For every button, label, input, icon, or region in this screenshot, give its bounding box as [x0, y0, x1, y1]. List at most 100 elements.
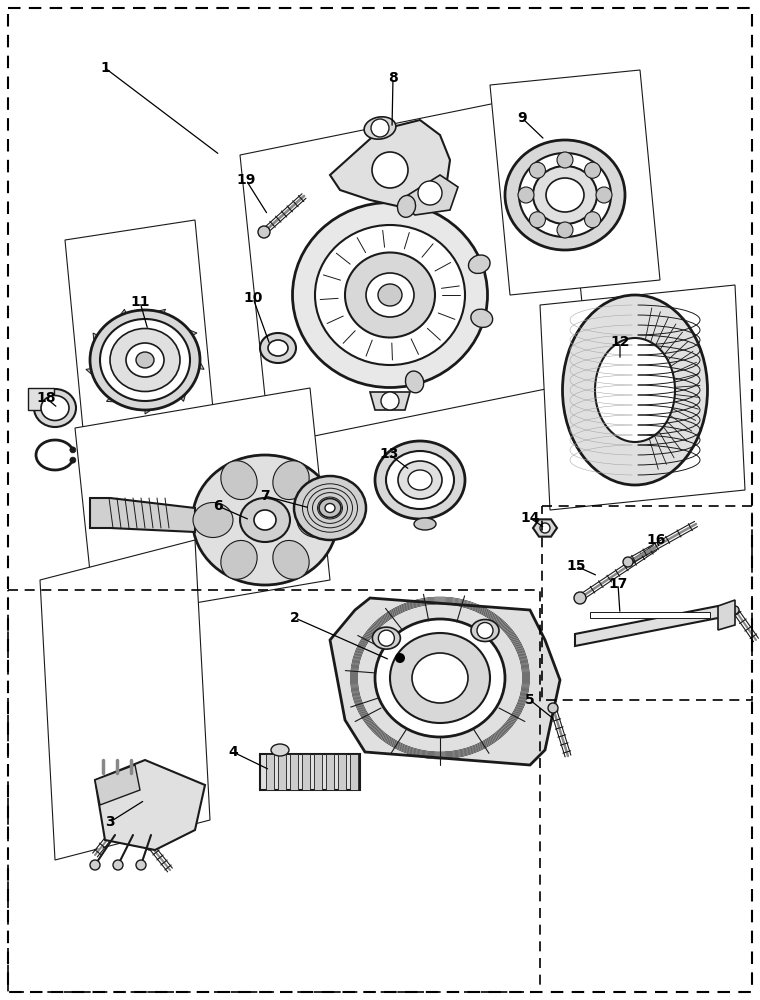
Polygon shape — [65, 220, 215, 450]
Bar — [350, 754, 358, 790]
Ellipse shape — [90, 310, 200, 410]
Ellipse shape — [364, 117, 396, 139]
Ellipse shape — [100, 319, 190, 401]
Circle shape — [518, 187, 534, 203]
Polygon shape — [163, 374, 188, 401]
Ellipse shape — [136, 352, 154, 368]
Text: 6: 6 — [214, 499, 223, 513]
Circle shape — [530, 212, 546, 228]
Circle shape — [70, 457, 76, 463]
Bar — [590, 612, 710, 618]
Ellipse shape — [221, 540, 257, 579]
Polygon shape — [330, 598, 560, 765]
Ellipse shape — [193, 502, 233, 538]
Polygon shape — [165, 327, 197, 348]
Ellipse shape — [192, 455, 337, 585]
Ellipse shape — [412, 653, 468, 703]
Ellipse shape — [375, 441, 465, 519]
Ellipse shape — [315, 225, 465, 365]
Bar — [8, 590, 540, 992]
Ellipse shape — [398, 461, 442, 499]
Circle shape — [548, 703, 558, 713]
Polygon shape — [90, 498, 195, 532]
Text: 16: 16 — [646, 533, 666, 547]
Circle shape — [90, 860, 100, 870]
Polygon shape — [106, 379, 133, 402]
Text: 2: 2 — [290, 611, 300, 625]
Polygon shape — [40, 540, 210, 860]
Circle shape — [381, 392, 399, 410]
Ellipse shape — [345, 252, 435, 338]
Circle shape — [372, 152, 408, 188]
Polygon shape — [95, 765, 140, 805]
Text: 1: 1 — [100, 61, 110, 75]
Bar — [338, 754, 346, 790]
Text: 7: 7 — [260, 489, 270, 503]
Circle shape — [540, 523, 550, 533]
Circle shape — [111, 826, 119, 834]
Polygon shape — [718, 600, 735, 630]
Polygon shape — [533, 519, 557, 537]
Ellipse shape — [254, 510, 276, 530]
Bar — [314, 754, 322, 790]
Text: 14: 14 — [521, 511, 540, 525]
Bar — [302, 754, 310, 790]
Circle shape — [371, 119, 389, 137]
Ellipse shape — [294, 476, 366, 540]
Circle shape — [623, 557, 633, 567]
Ellipse shape — [595, 338, 675, 442]
Circle shape — [378, 630, 394, 646]
Bar — [28, 388, 54, 410]
Text: 8: 8 — [388, 71, 398, 85]
Ellipse shape — [375, 619, 505, 737]
Text: 19: 19 — [236, 173, 255, 187]
Ellipse shape — [240, 498, 290, 542]
Ellipse shape — [273, 461, 309, 500]
Polygon shape — [330, 120, 450, 210]
Circle shape — [557, 152, 573, 168]
Ellipse shape — [293, 202, 487, 387]
Text: 11: 11 — [130, 295, 150, 309]
Text: 15: 15 — [566, 559, 586, 573]
Bar — [260, 754, 360, 790]
Ellipse shape — [41, 395, 69, 420]
Circle shape — [557, 222, 573, 238]
Ellipse shape — [468, 255, 490, 273]
Circle shape — [596, 187, 612, 203]
Polygon shape — [147, 309, 166, 337]
Ellipse shape — [405, 371, 424, 393]
Circle shape — [477, 623, 493, 639]
Ellipse shape — [366, 273, 414, 317]
Polygon shape — [86, 364, 119, 380]
Text: 17: 17 — [608, 577, 628, 591]
Ellipse shape — [397, 195, 416, 217]
Circle shape — [731, 606, 739, 614]
Circle shape — [395, 653, 405, 663]
Ellipse shape — [221, 461, 257, 500]
Ellipse shape — [505, 140, 625, 250]
Polygon shape — [75, 388, 330, 620]
Circle shape — [113, 860, 123, 870]
Polygon shape — [400, 175, 458, 215]
Bar — [290, 754, 298, 790]
Ellipse shape — [533, 166, 597, 224]
Polygon shape — [490, 70, 660, 295]
Circle shape — [418, 181, 442, 205]
Polygon shape — [240, 90, 590, 445]
Circle shape — [530, 162, 546, 178]
Bar — [542, 506, 752, 700]
Ellipse shape — [271, 744, 289, 756]
Text: 5: 5 — [525, 693, 535, 707]
Polygon shape — [116, 309, 135, 340]
Ellipse shape — [378, 284, 402, 306]
Circle shape — [584, 162, 600, 178]
Text: 9: 9 — [518, 111, 527, 125]
Ellipse shape — [519, 153, 611, 237]
Ellipse shape — [260, 333, 296, 363]
Polygon shape — [575, 606, 724, 646]
Ellipse shape — [546, 178, 584, 212]
Ellipse shape — [126, 343, 164, 377]
Ellipse shape — [325, 504, 335, 512]
Ellipse shape — [110, 328, 180, 391]
Text: 13: 13 — [379, 447, 399, 461]
